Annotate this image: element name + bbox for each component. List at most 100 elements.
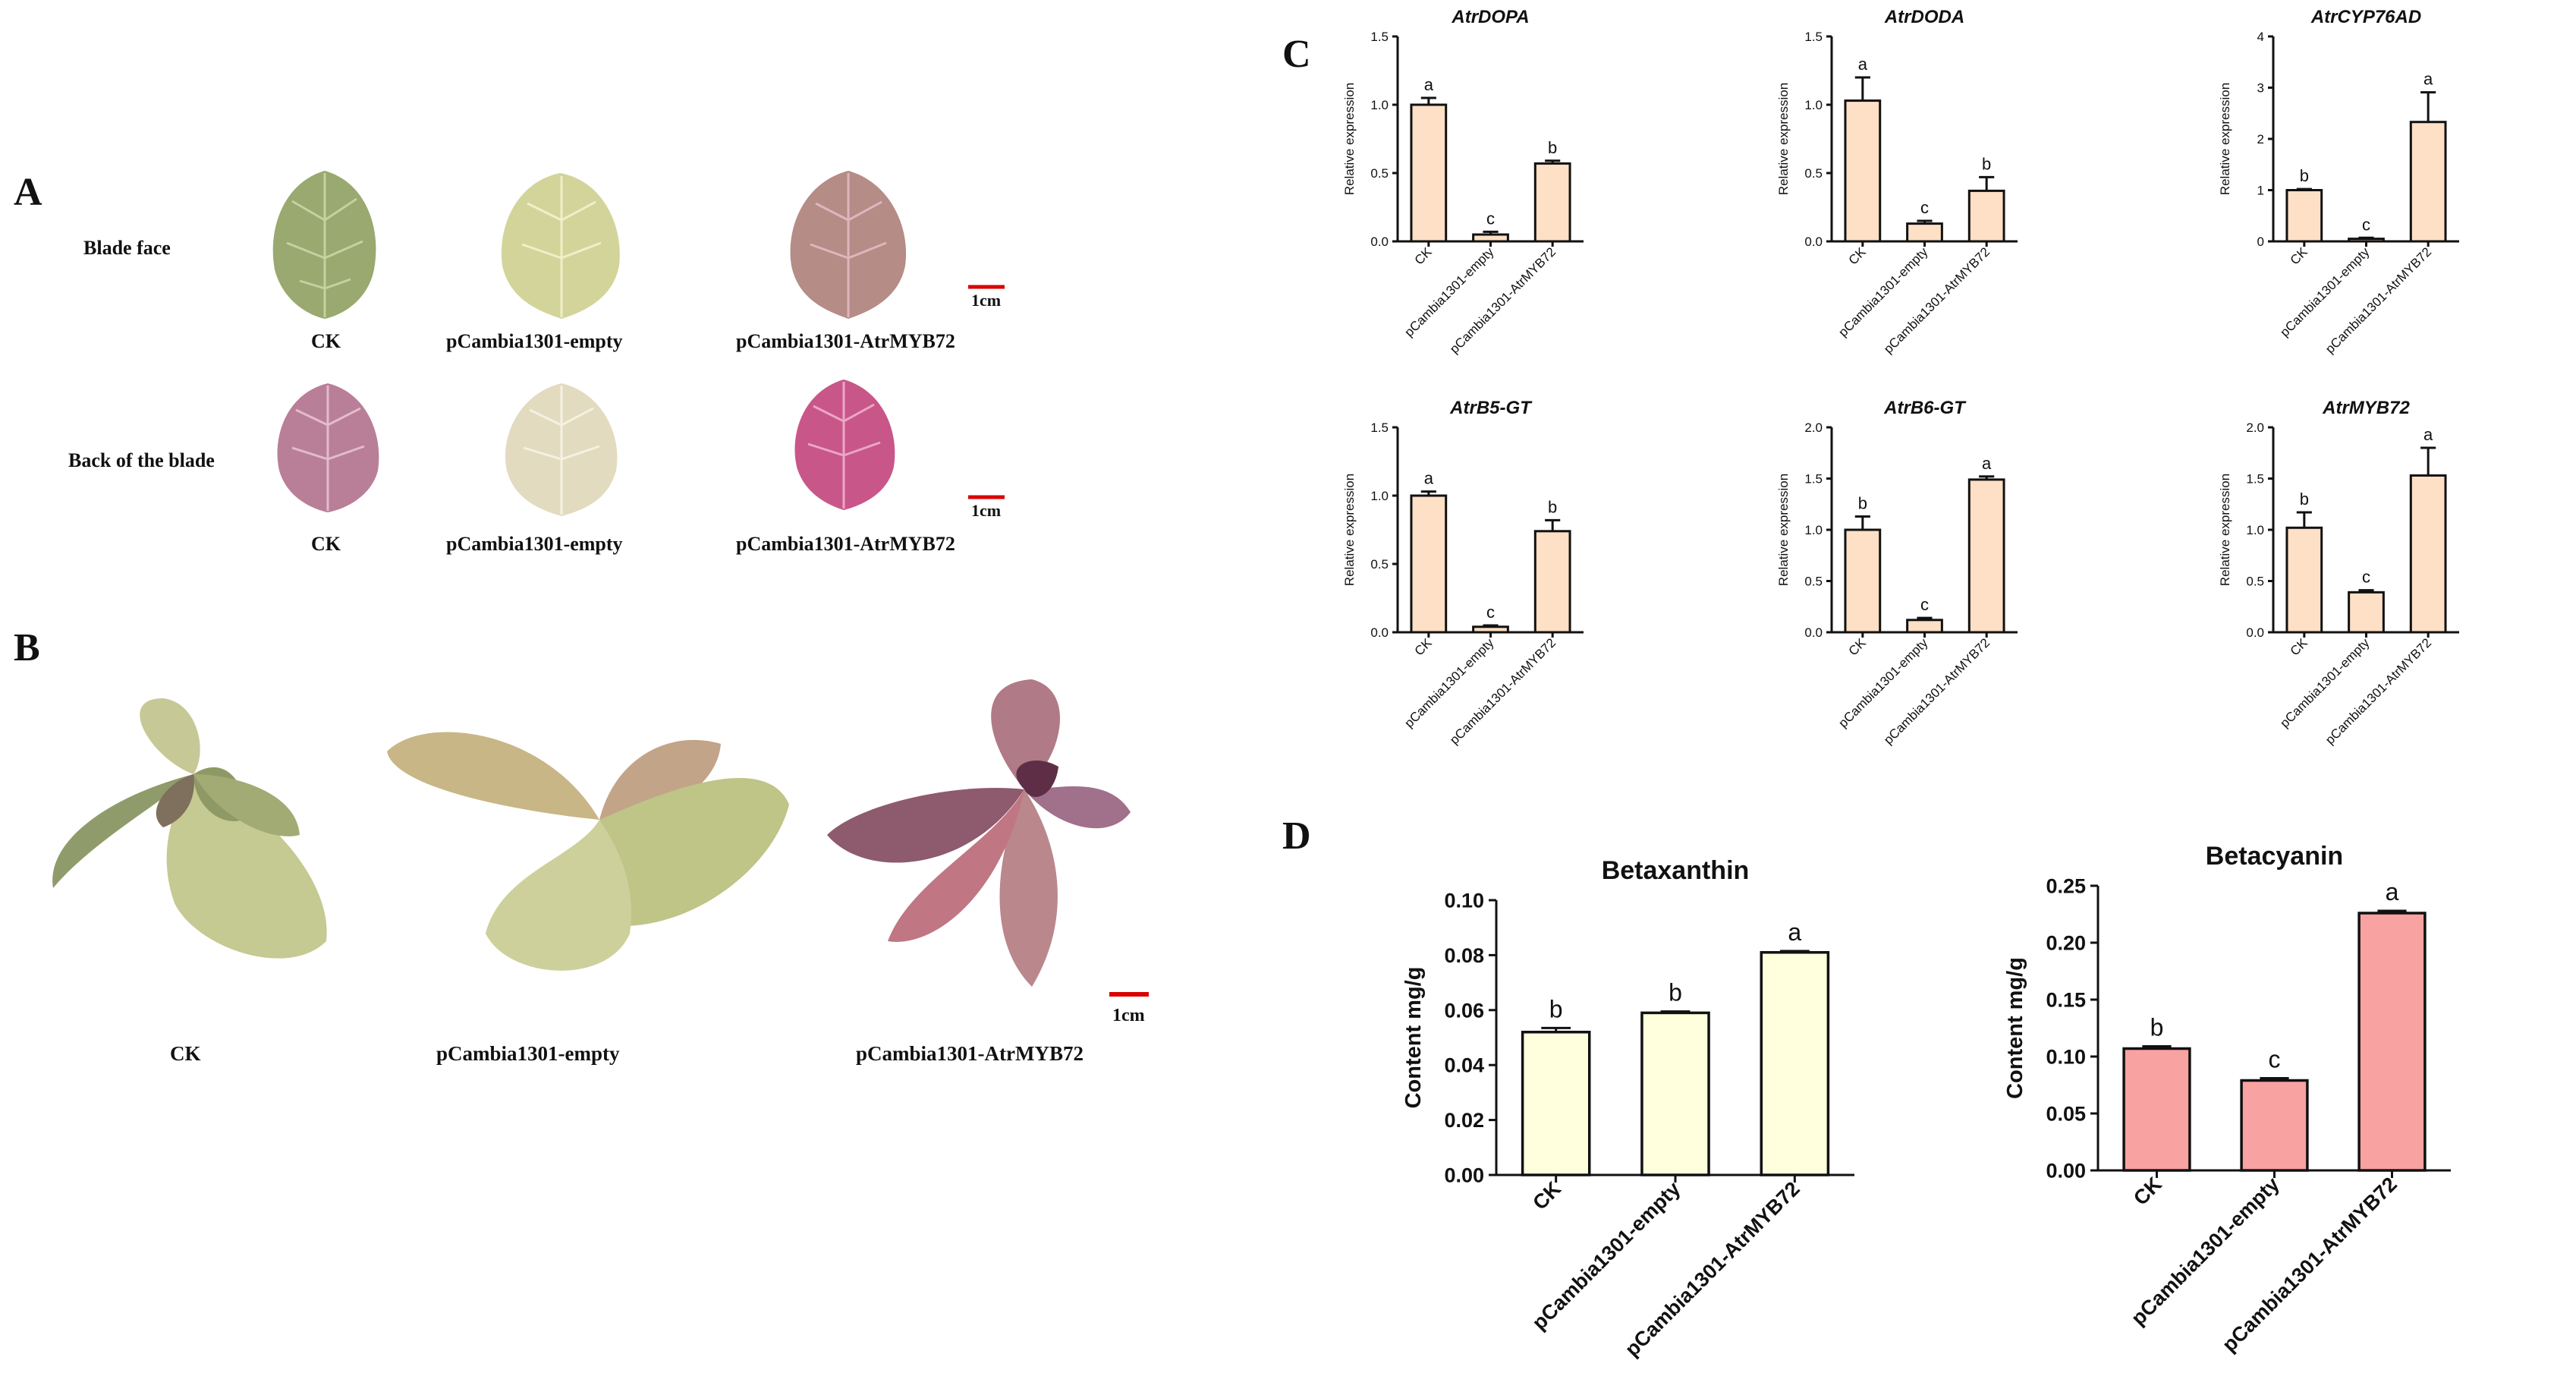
plant-photo-empty: [387, 732, 789, 971]
panel-a: A Blade face Back of the blade 1cm CK pC…: [14, 171, 1005, 555]
atrcyp76ad-ytick-label: 0: [2257, 235, 2264, 249]
betacyanin-ytick-label: 0.25: [2046, 874, 2086, 897]
panel-b-letter: B: [14, 626, 40, 669]
atrmyb72-significance-letter: a: [2423, 425, 2433, 444]
atrcyp76ad-category-label: pCambia1301-AtrMYB72: [2323, 244, 2434, 356]
label-empty-back: pCambia1301-empty: [446, 533, 623, 555]
plant-label-empty: pCambia1301-empty: [436, 1042, 620, 1065]
panel-b: B 1cm CK pCambia1301-empty pCambia: [14, 626, 1149, 1065]
atrdopa-bar: [1533, 162, 1571, 243]
betacyanin-title: Betacyanin: [2206, 842, 2343, 871]
atrb6-gt-title: AtrB6-GT: [1883, 398, 1967, 418]
panel-a-letter: A: [14, 171, 42, 214]
betaxanthin-category-label: CK: [1528, 1177, 1565, 1214]
betacyanin-bar: [2240, 1079, 2309, 1172]
betacyanin-ytick-label: 0.00: [2046, 1159, 2086, 1182]
betaxanthin-ytick-label: 0.08: [1444, 944, 1484, 967]
atrb6-gt-ytick-label: 0.0: [1804, 625, 1823, 640]
atrdoda-bar: [1967, 189, 2005, 243]
betaxanthin-title: Betaxanthin: [1602, 856, 1750, 885]
atrcyp76ad-ytick-label: 4: [2257, 30, 2264, 44]
label-ck-face: CK: [311, 330, 341, 352]
atrb5-gt-ytick-label: 1.5: [1370, 420, 1389, 435]
panel-d-letter: D: [1282, 814, 1311, 858]
atrdoda-category-label: pCambia1301-AtrMYB72: [1881, 244, 1993, 356]
atrb6-gt-significance-letter: a: [1982, 454, 1992, 473]
atrb5-gt-ytick-label: 0.0: [1370, 625, 1389, 640]
row-label-blade-face: Blade face: [83, 237, 171, 259]
atrdopa-significance-letter: b: [1548, 138, 1557, 157]
atrdoda-significance-letter: b: [1982, 154, 1991, 173]
atrdopa-ytick-label: 0.5: [1370, 166, 1389, 181]
atrmyb72-ytick-label: 0.0: [2246, 625, 2264, 640]
atrcyp76ad-title: AtrCYP76AD: [2310, 7, 2421, 27]
atrcyp76ad-significance-letter: a: [2423, 70, 2433, 89]
atrb5-gt-bar: [1472, 625, 1509, 634]
betacyanin-ylabel: Content mg/g: [2003, 957, 2027, 1099]
atrdoda-ytick-label: 1.5: [1804, 30, 1823, 44]
betacyanin-category-label: CK: [2129, 1173, 2166, 1210]
atrb6-gt-ytick-label: 2.0: [1804, 420, 1823, 435]
atrmyb72-ytick-label: 1.5: [2246, 471, 2264, 486]
atrmyb72-ytick-label: 0.5: [2246, 574, 2264, 588]
atrdopa-significance-letter: c: [1486, 209, 1495, 228]
betaxanthin-bar: [1760, 951, 1830, 1176]
atrmyb72-significance-letter: c: [2362, 568, 2370, 587]
betaxanthin-ytick-label: 0.06: [1444, 999, 1484, 1022]
leaf-photo-ck-back: [277, 383, 379, 512]
betacyanin-significance-letter: b: [2150, 1014, 2164, 1041]
atrb5-gt-significance-letter: c: [1486, 603, 1495, 622]
atrdopa-ytick-label: 0.0: [1370, 235, 1389, 249]
atrb6-gt-bar: [1844, 528, 1882, 634]
betaxanthin-bar: [1640, 1011, 1710, 1176]
atrmyb72-bar: [2348, 591, 2385, 634]
atrb6-gt-ylabel: Relative expression: [1776, 474, 1791, 586]
atrmyb72-category-label: CK: [2288, 635, 2311, 659]
atrdopa-category-label: CK: [1412, 244, 1436, 268]
atrb6-gt-bar: [1906, 619, 1943, 634]
label-ck-back: CK: [311, 533, 341, 555]
atrdopa-category-label: pCambia1301-AtrMYB72: [1447, 244, 1558, 356]
atrmyb72-ytick-label: 1.0: [2246, 523, 2264, 537]
atrb5-gt-significance-letter: b: [1548, 497, 1557, 516]
betaxanthin-significance-letter: b: [1549, 995, 1563, 1022]
atrdopa-ytick-label: 1.5: [1370, 30, 1389, 44]
chart-betaxanthin: Betaxanthin Content mg/g 0.00 0.02 0.04 0.06 0…: [1401, 856, 1854, 1361]
plant-photo-atrmyb72: [827, 679, 1131, 987]
atrdopa-bar: [1472, 233, 1509, 243]
scale-label-row1: 1cm: [971, 291, 1001, 310]
atrdopa-ylabel: Relative expression: [1342, 83, 1357, 195]
chart-atrb5-gt: AtrB5-GT Relative expression 0.0 0.5 1.0 1.5 a…: [1342, 398, 1584, 747]
atrcyp76ad-bar: [2409, 121, 2447, 243]
atrmyb72-title: AtrMYB72: [2322, 398, 2410, 418]
plant-photo-ck: [52, 698, 327, 959]
betacyanin-significance-letter: c: [2269, 1046, 2281, 1073]
chart-atrdopa: AtrDOPA Relative expression 0.0 0.5 1.0 1.5 a C…: [1342, 7, 1584, 356]
atrdoda-bar: [1844, 99, 1882, 243]
atrb6-gt-category-label: CK: [1846, 635, 1870, 659]
betacyanin-ytick-label: 0.20: [2046, 931, 2086, 954]
atrb6-gt-ytick-label: 1.5: [1804, 471, 1823, 486]
betaxanthin-ytick-label: 0.00: [1444, 1164, 1484, 1186]
atrdoda-ytick-label: 0.5: [1804, 166, 1823, 181]
atrb5-gt-bar: [1410, 494, 1448, 634]
atrb5-gt-significance-letter: a: [1424, 469, 1434, 488]
atrdoda-category-label: CK: [1846, 244, 1870, 268]
betaxanthin-significance-letter: b: [1669, 979, 1682, 1006]
atrdoda-significance-letter: c: [1920, 198, 1929, 217]
atrcyp76ad-significance-letter: b: [2300, 166, 2309, 185]
plant-label-atrmyb72: pCambia1301-AtrMYB72: [856, 1042, 1084, 1065]
atrb5-gt-ytick-label: 0.5: [1370, 557, 1389, 572]
atrb5-gt-category-label: CK: [1412, 635, 1436, 659]
leaf-photo-atrmyb72-face: [790, 171, 907, 319]
leaf-photo-empty-face: [501, 173, 620, 319]
atrmyb72-significance-letter: b: [2300, 490, 2309, 509]
atrdopa-bar: [1410, 103, 1448, 243]
betaxanthin-ytick-label: 0.02: [1444, 1109, 1484, 1132]
atrb6-gt-significance-letter: c: [1920, 595, 1929, 614]
atrcyp76ad-significance-letter: c: [2362, 215, 2370, 234]
atrdoda-ytick-label: 0.0: [1804, 235, 1823, 249]
leaf-photo-atrmyb72-back: [794, 380, 895, 510]
atrdoda-title: AtrDODA: [1884, 7, 1964, 27]
